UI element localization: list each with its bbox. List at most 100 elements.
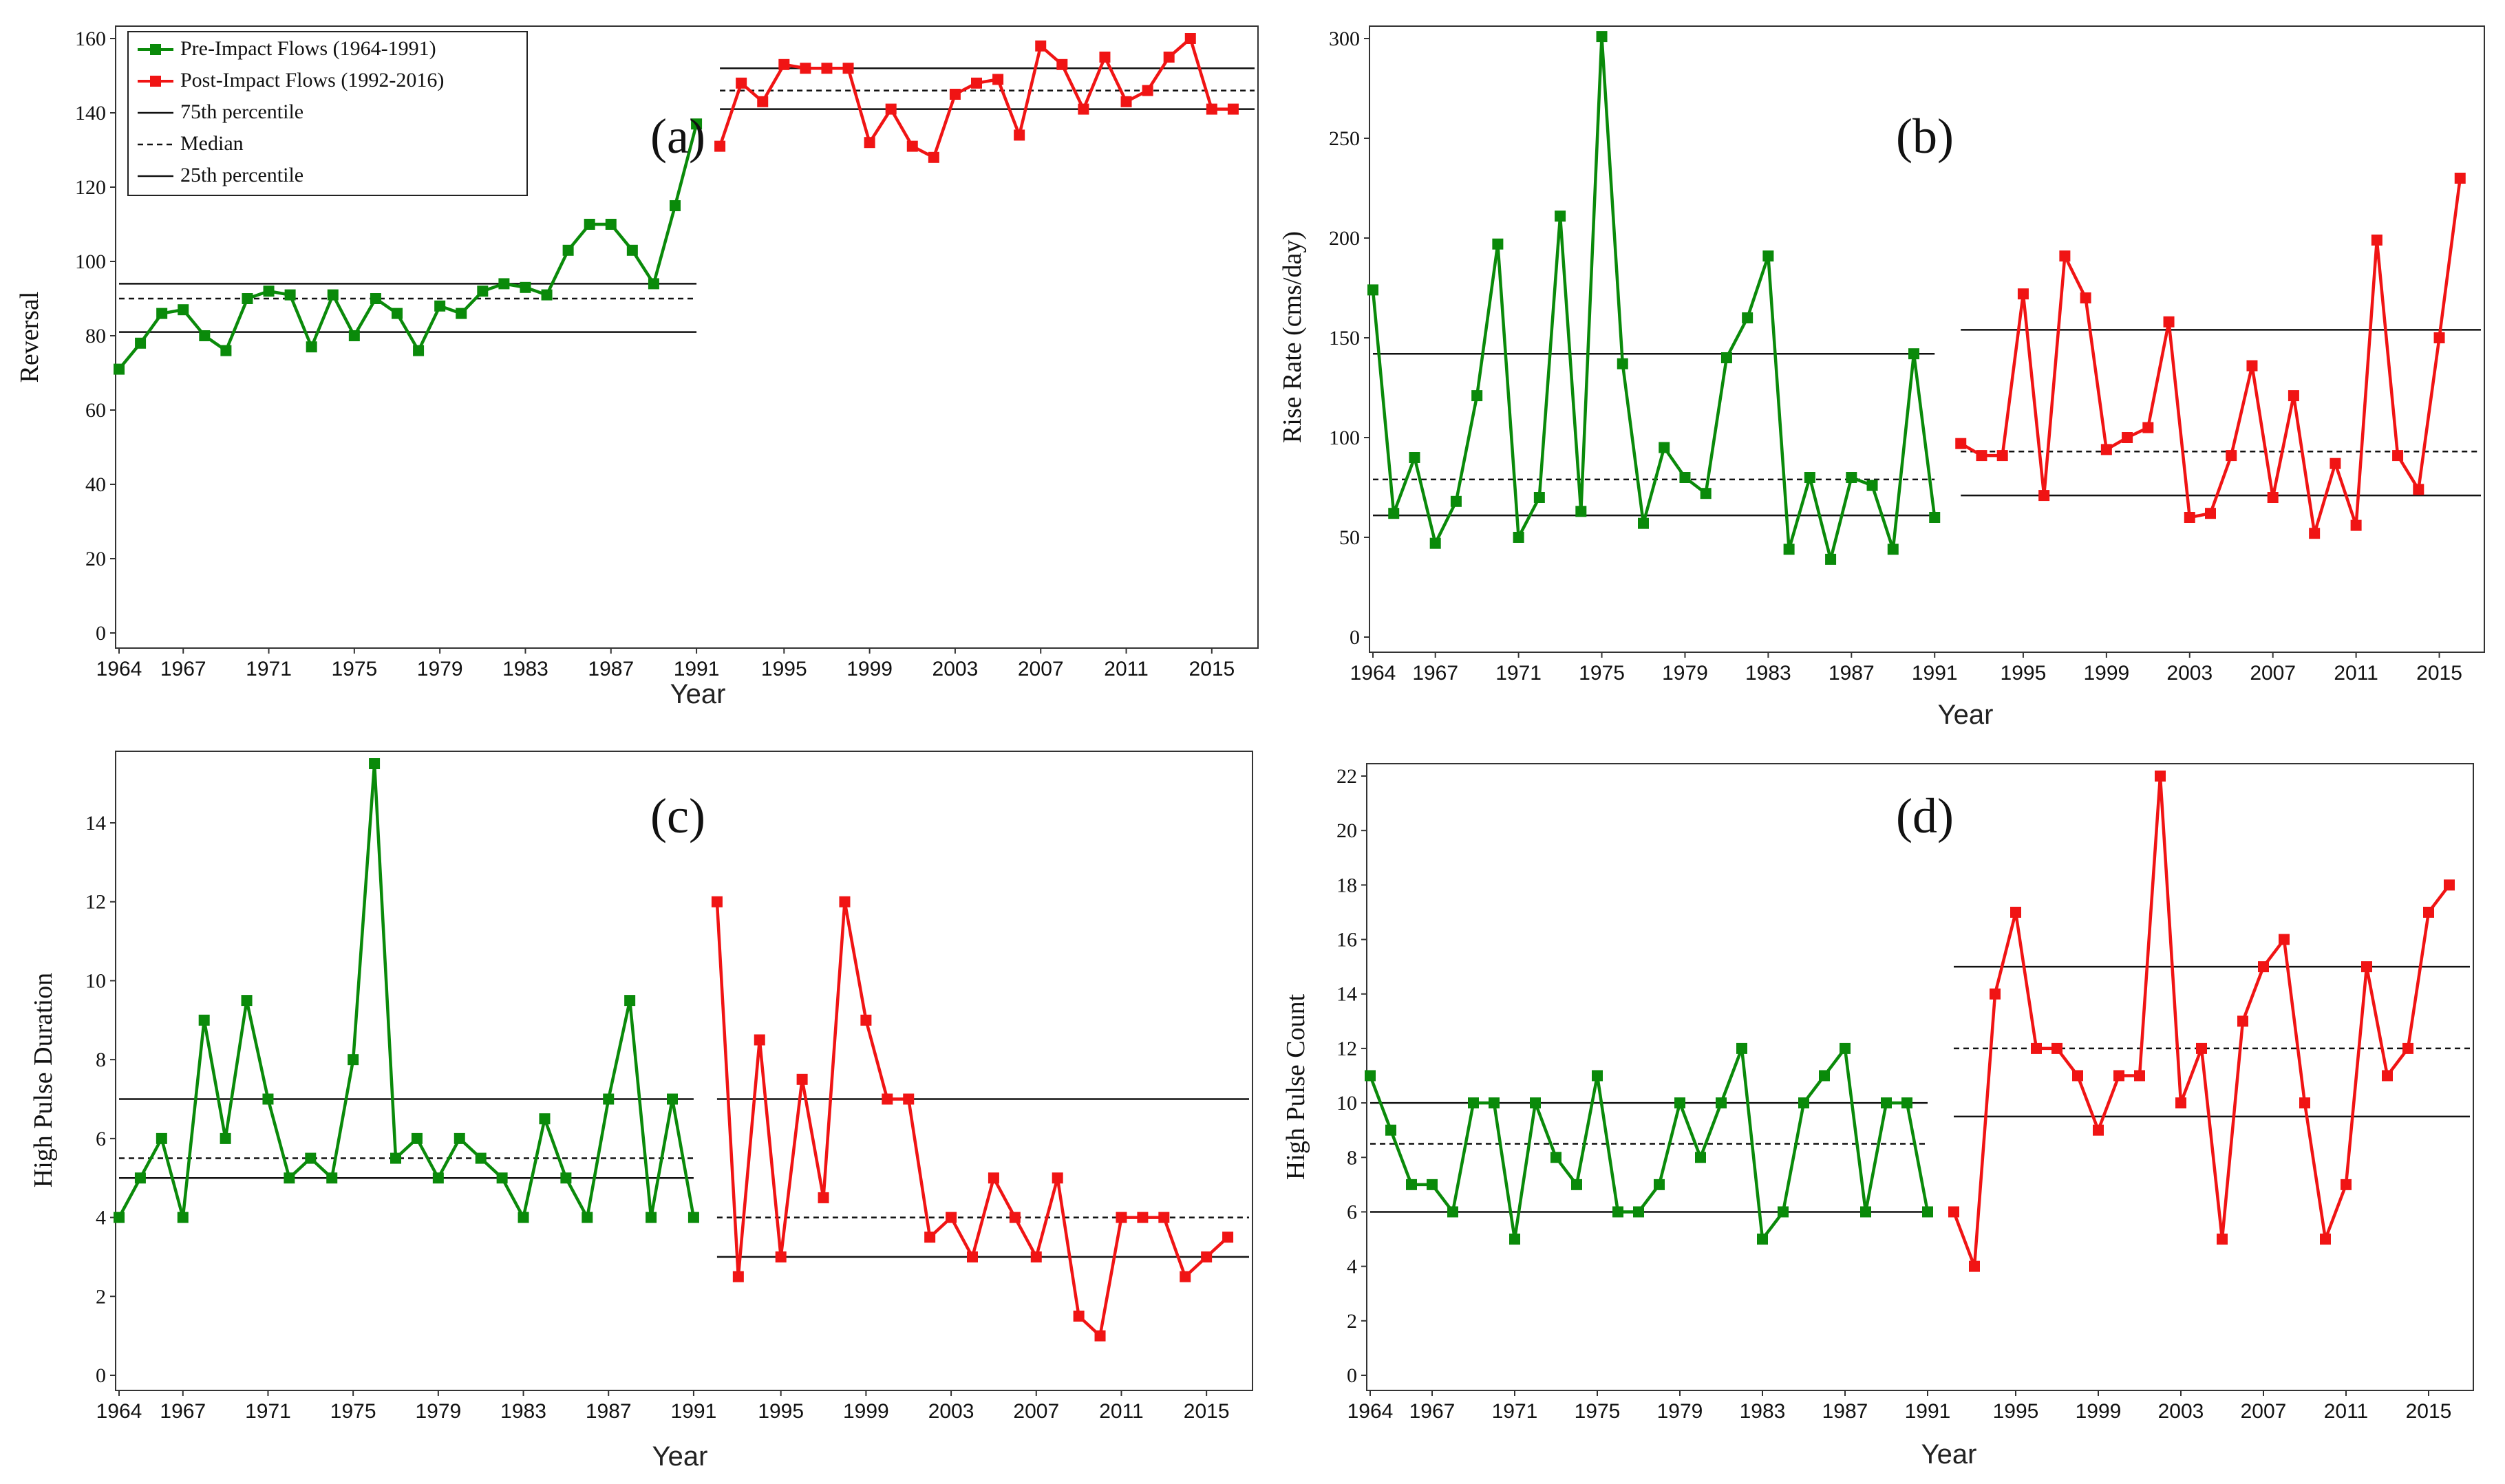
- panel-c: 0 2 4 6 8 10 12 14 1964 1967 1971 1975 1979 1983 1987 1…: [29, 751, 1253, 1472]
- post-data-point: [1137, 1212, 1149, 1223]
- post-data-point: [2196, 1042, 2207, 1054]
- x-tick-label: 2007: [2250, 662, 2296, 685]
- y-tick-label: 80: [85, 325, 106, 347]
- pre-data-point: [1908, 348, 1919, 360]
- pre-data-point: [348, 1054, 359, 1066]
- pre-data-point: [434, 300, 446, 312]
- pre-data-point: [199, 330, 211, 341]
- pre-data-point: [1492, 238, 1504, 250]
- y-axis-title: High Pulse Count: [1281, 993, 1310, 1180]
- panel-label: (d): [1896, 788, 1954, 843]
- panel-d: 0 2 4 6 8 10 12 14 16 18 20 22 1964 1967 1971 1975 1979 1…: [1281, 763, 2474, 1470]
- pre-data-point: [1555, 211, 1566, 222]
- post-data-point: [2258, 961, 2269, 973]
- post-data-point: [1120, 96, 1132, 107]
- x-tick-label: 1967: [1409, 1400, 1456, 1423]
- y-tick-label: 0: [96, 622, 106, 645]
- pre-data-point: [1674, 1097, 1685, 1109]
- post-data-point: [2350, 519, 2362, 531]
- pre-series-line: [1368, 1046, 1930, 1241]
- pre-data-point: [1638, 517, 1649, 529]
- post-data-point: [2100, 444, 2112, 455]
- pre-data-point: [413, 345, 425, 356]
- post-data-point: [2184, 512, 2195, 523]
- post-data-point: [2226, 450, 2237, 462]
- x-tick-label: 1979: [1662, 662, 1708, 685]
- y-tick-label: 300: [1329, 28, 1360, 50]
- x-tick-label: 2011: [2334, 662, 2378, 685]
- pre-data-point: [220, 1132, 231, 1144]
- x-tick-label: 2011: [1104, 658, 1149, 680]
- legend-marker-post: [150, 76, 161, 87]
- post-data-point: [885, 103, 897, 115]
- x-tick-label: 1971: [1495, 662, 1542, 685]
- pre-data-point: [241, 995, 253, 1007]
- panel-b: 0 50 100 150 200 250 300 1964 1967 1971 1975 1979 19…: [1278, 25, 2485, 730]
- y-tick-label: 10: [85, 969, 106, 992]
- pre-data-point: [1679, 472, 1691, 483]
- pre-data-point: [263, 286, 275, 297]
- pre-series-line: [1371, 34, 1937, 561]
- x-tick-label: 1975: [1579, 662, 1625, 685]
- pre-data-point: [177, 1212, 189, 1223]
- y-tick-label: 50: [1339, 526, 1360, 549]
- post-data-point: [2237, 1015, 2248, 1027]
- post-data-point: [2093, 1124, 2104, 1136]
- post-data-point: [1184, 33, 1196, 44]
- x-tick-label: 1999: [843, 1400, 889, 1423]
- y-tick-label: 200: [1329, 227, 1360, 250]
- post-data-point: [924, 1232, 936, 1243]
- post-data-point: [821, 63, 833, 74]
- y-tick-label: 6: [1347, 1201, 1357, 1223]
- legend-label: Pre-Impact Flows (1964-1991): [180, 37, 436, 60]
- pre-data-point: [114, 363, 125, 375]
- x-tick-label: 1967: [1412, 662, 1458, 685]
- post-data-point: [2113, 1070, 2124, 1082]
- pre-data-point: [1471, 390, 1483, 402]
- pre-data-point: [1385, 1124, 1396, 1136]
- y-tick-label: 120: [75, 176, 106, 199]
- pre-data-point: [626, 244, 638, 256]
- x-tick-label: 1971: [1492, 1400, 1538, 1423]
- panel-label: (a): [650, 109, 705, 164]
- pre-data-point: [584, 219, 595, 230]
- pre-data-point: [1612, 1206, 1623, 1218]
- post-data-point: [928, 151, 939, 163]
- pre-data-point: [1695, 1152, 1706, 1163]
- x-tick-label: 2015: [2406, 1400, 2452, 1423]
- pre-data-point: [305, 1152, 317, 1164]
- pre-data-point: [648, 278, 659, 290]
- x-tick-label: 1991: [671, 1400, 717, 1423]
- post-data-point: [1030, 1251, 1042, 1262]
- post-data-point: [2382, 1070, 2393, 1082]
- y-tick-label: 14: [85, 812, 106, 835]
- pre-data-point: [134, 1172, 146, 1184]
- x-tick-label: 1964: [96, 658, 142, 680]
- pre-data-point: [518, 1212, 529, 1223]
- plot-frame: [115, 751, 1253, 1391]
- post-data-point: [1180, 1271, 1191, 1282]
- pre-data-point: [1901, 1097, 1912, 1109]
- pre-data-point: [1887, 544, 1899, 555]
- post-data-point: [2122, 432, 2133, 443]
- x-tick-label: 1991: [1905, 1400, 1951, 1423]
- pre-data-point: [670, 200, 681, 211]
- pre-data-point: [1762, 250, 1774, 262]
- pre-data-point: [1468, 1097, 1479, 1109]
- post-data-point: [2175, 1097, 2186, 1109]
- pre-data-point: [369, 758, 381, 769]
- y-tick-label: 150: [1329, 327, 1360, 350]
- pre-data-point: [646, 1212, 657, 1223]
- post-data-point: [2134, 1070, 2145, 1082]
- x-tick-label: 1975: [330, 1400, 376, 1423]
- post-data-point: [2288, 390, 2299, 402]
- pre-data-point: [1409, 452, 1420, 463]
- pre-data-point: [1700, 488, 1712, 499]
- legend-label: 75th percentile: [180, 100, 303, 123]
- x-tick-label: 1983: [502, 658, 548, 680]
- x-tick-label: 1995: [758, 1400, 804, 1423]
- post-data-point: [1078, 103, 1089, 115]
- post-data-point: [2155, 771, 2166, 782]
- pre-data-point: [1783, 544, 1795, 555]
- pre-data-point: [691, 118, 703, 130]
